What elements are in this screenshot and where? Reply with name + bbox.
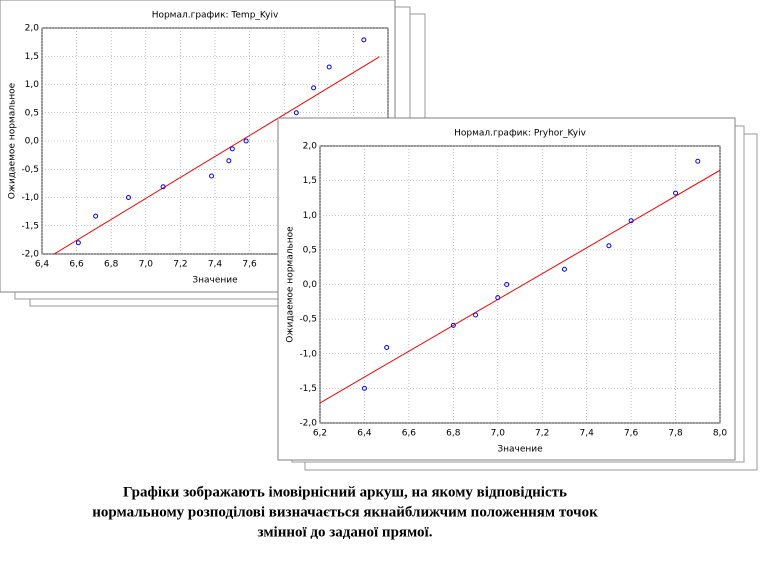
data-point bbox=[450, 322, 456, 328]
plot-content bbox=[320, 158, 720, 404]
x-axis-label: Значение bbox=[497, 445, 543, 455]
y-axis-label: Ожидаемое нормальное bbox=[8, 82, 18, 199]
data-point bbox=[93, 213, 99, 219]
data-point bbox=[209, 173, 215, 179]
x-tick-label: 7,6 bbox=[242, 260, 257, 270]
y-tick-label: -0,5 bbox=[21, 165, 39, 175]
plot-content bbox=[53, 37, 380, 254]
y-tick-label: 2,0 bbox=[303, 142, 318, 152]
x-tick-label: 8,0 bbox=[713, 429, 728, 439]
y-tick-label: 1,0 bbox=[303, 211, 318, 221]
data-point bbox=[229, 146, 235, 152]
data-point bbox=[384, 345, 390, 351]
y-tick-label: -1,5 bbox=[299, 384, 317, 394]
caption-line: змінної до заданої прямої. bbox=[258, 524, 433, 540]
x-tick-label: 7,2 bbox=[173, 260, 187, 270]
data-point bbox=[561, 266, 567, 272]
x-tick-label: 6,6 bbox=[69, 260, 84, 270]
y-axis-label: Ожидаемое нормальное bbox=[286, 226, 296, 343]
data-point bbox=[628, 218, 634, 224]
data-point bbox=[311, 85, 317, 91]
data-point bbox=[293, 110, 299, 116]
data-point bbox=[495, 295, 501, 301]
y-tick-label: 1,5 bbox=[303, 176, 317, 186]
chart-window: Нормал.график: Pryhor_Kyiv Значение Ожидае… bbox=[277, 117, 736, 461]
data-point bbox=[673, 190, 679, 196]
x-tick-label: 6,4 bbox=[35, 260, 50, 270]
y-tick-label: -1,0 bbox=[21, 193, 39, 203]
x-tick-label: 6,4 bbox=[357, 429, 372, 439]
x-tick-label: 7,2 bbox=[535, 429, 549, 439]
data-point bbox=[226, 158, 232, 164]
y-tick-label: 0,5 bbox=[25, 108, 39, 118]
fit-line bbox=[53, 56, 380, 254]
x-tick-label: 7,4 bbox=[580, 429, 595, 439]
x-tick-label: 6,8 bbox=[104, 260, 119, 270]
data-point bbox=[695, 158, 701, 164]
y-tick-label: -1,0 bbox=[299, 349, 317, 359]
data-point bbox=[326, 64, 332, 70]
y-tick-label: -0,5 bbox=[299, 315, 317, 325]
x-tick-label: 6,8 bbox=[446, 429, 461, 439]
data-point bbox=[126, 195, 131, 200]
y-tick-label: 2,0 bbox=[25, 24, 40, 34]
x-tick-label: 7,6 bbox=[624, 429, 639, 439]
y-tick-label: 1,5 bbox=[25, 52, 39, 62]
data-point bbox=[243, 138, 249, 144]
y-tick-label: 0,5 bbox=[303, 245, 317, 255]
y-tick-label: 1,0 bbox=[25, 80, 40, 90]
x-axis-label: Значение bbox=[192, 276, 238, 286]
caption-line: Графіки зображають імовірнісний аркуш, н… bbox=[123, 484, 567, 500]
data-point bbox=[160, 184, 166, 190]
x-tick-label: 6,6 bbox=[402, 429, 417, 439]
data-point bbox=[75, 240, 81, 246]
data-point bbox=[606, 243, 612, 249]
y-tick-label: 0,0 bbox=[303, 280, 318, 290]
x-tick-label: 7,0 bbox=[491, 429, 506, 439]
y-tick-label: -2,0 bbox=[21, 250, 39, 260]
chart-title: Нормал.график: Pryhor_Kyiv bbox=[454, 129, 587, 139]
x-tick-label: 7,0 bbox=[139, 260, 154, 270]
x-tick-label: 7,8 bbox=[668, 429, 683, 439]
x-tick-label: 6,2 bbox=[313, 429, 327, 439]
data-point bbox=[504, 282, 510, 287]
chart-title: Нормал.график: Temp_Kyiv bbox=[152, 11, 279, 21]
x-tick-label: 7,4 bbox=[208, 260, 223, 270]
data-point bbox=[361, 37, 367, 43]
fit-line bbox=[320, 169, 720, 404]
y-tick-label: -2,0 bbox=[299, 419, 317, 429]
data-point bbox=[361, 385, 367, 391]
y-tick-label: -1,5 bbox=[21, 221, 39, 231]
data-point bbox=[473, 312, 479, 318]
caption-line: нормальному розподілові визначається якн… bbox=[92, 504, 598, 520]
y-tick-label: 0,0 bbox=[25, 137, 40, 147]
